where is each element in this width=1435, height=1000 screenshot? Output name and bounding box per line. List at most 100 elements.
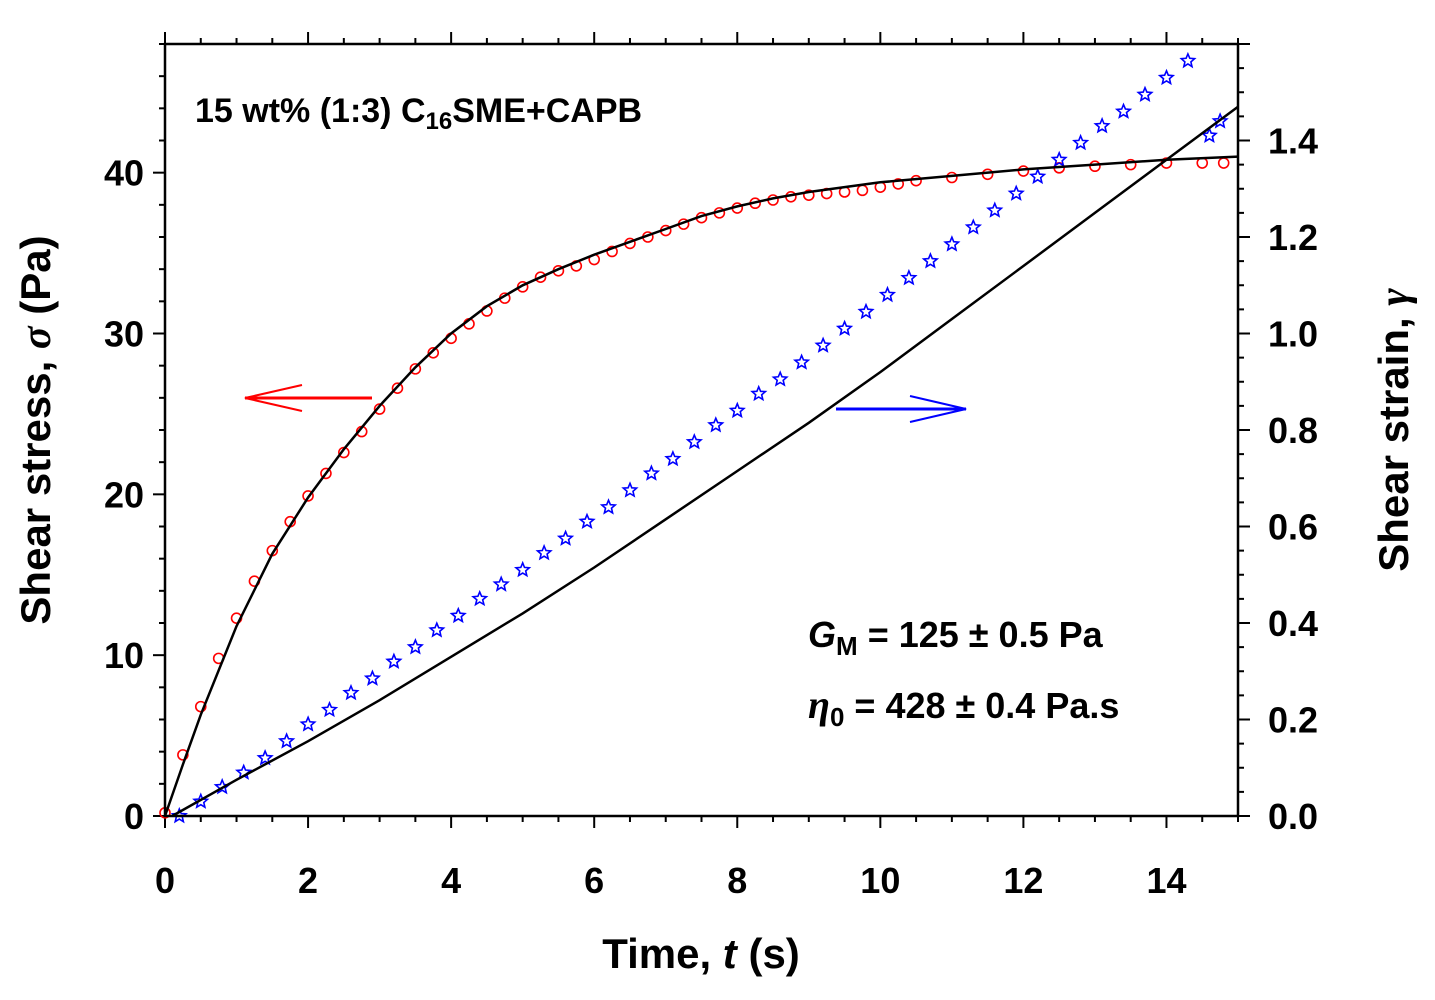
shear-strain-point	[1200, 126, 1218, 143]
shear-strain-point	[943, 235, 961, 252]
x-tick-label: 2	[298, 860, 318, 901]
shear-strain-point	[599, 498, 618, 515]
shear-stress-point	[946, 171, 958, 184]
shear-strain-point	[1007, 184, 1025, 201]
y-left-tick-label: 40	[104, 153, 144, 194]
shear-strain-point	[320, 700, 339, 718]
shear-strain-point	[1114, 102, 1133, 119]
shear-stress-point	[1017, 165, 1030, 177]
shear-strain-point	[792, 353, 811, 370]
y-right-tick-label: 1.2	[1268, 217, 1318, 258]
shear-strain-point	[1211, 112, 1229, 129]
shear-strain-point	[728, 401, 746, 419]
shear-stress-point	[856, 184, 869, 197]
y-right-axis-label: Shear strain, γ	[1370, 288, 1418, 572]
shear-strain-point	[707, 416, 725, 433]
shear-strain-point	[535, 543, 553, 561]
shear-strain-point	[1179, 51, 1197, 69]
shear-strain-point	[471, 589, 489, 607]
shear-stress-fit-line	[163, 155, 1239, 817]
chart-title: 15 wt% (1:3) C16SME+CAPB	[195, 92, 642, 135]
x-tick-label: 6	[584, 860, 604, 901]
y-right-tick-label: 0.4	[1268, 603, 1318, 644]
x-tick-label: 8	[727, 860, 747, 901]
shear-strain-point	[299, 715, 317, 732]
shear-strain-point	[621, 481, 639, 498]
x-tick-label: 4	[441, 860, 461, 901]
shear-stress-point	[892, 178, 905, 190]
x-axis-label: Time, t (s)	[602, 930, 800, 977]
y-left-axis-label: Shear stress, σ (Pa)	[12, 235, 60, 624]
shear-strain-point	[1136, 85, 1154, 102]
shear-stress-point	[910, 174, 922, 187]
y-left-tick-label: 10	[104, 635, 144, 676]
x-tick-label: 0	[155, 860, 175, 901]
shear-strain-point	[192, 792, 210, 809]
y-left-tick-label: 30	[104, 314, 144, 355]
shear-strain-point	[1157, 68, 1176, 86]
shear-strain-point	[750, 384, 768, 402]
shear-strain-point	[1072, 133, 1090, 151]
shear-strain-point	[256, 748, 274, 766]
shear-strain-point	[492, 575, 510, 592]
shear-stress-point	[177, 749, 189, 761]
shear-strain-point	[277, 732, 296, 749]
x-tick-label: 12	[1003, 860, 1043, 901]
shear-strain-point	[642, 464, 661, 481]
y-right-tick-label: 0.0	[1268, 796, 1318, 837]
shear-strain-point	[363, 669, 382, 686]
y-right-tick-label: 0.2	[1268, 700, 1318, 741]
series-layer	[159, 51, 1239, 824]
shear-strain-point	[385, 652, 403, 669]
y-right-tick-label: 0.6	[1268, 507, 1318, 548]
shear-strain-point	[1029, 167, 1047, 185]
shear-stress-point	[1217, 157, 1230, 169]
shear-strain-point	[814, 336, 832, 353]
shear-stress-point	[391, 382, 404, 394]
shear-strain-point	[664, 449, 682, 467]
shear-strain-point	[900, 268, 918, 286]
y-right-tick-label: 1.0	[1268, 314, 1318, 355]
shear-strain-point	[406, 637, 424, 655]
shear-strain-point	[513, 560, 532, 578]
shear-stress-point	[320, 467, 332, 480]
shear-strain-point	[449, 606, 467, 624]
shear-stress-point	[534, 271, 547, 284]
shear-strain-point	[878, 285, 897, 303]
shear-strain-point	[964, 218, 983, 235]
shear-strain-point	[921, 251, 940, 269]
shear-stress-point	[606, 245, 618, 258]
shear-strain-fit-line	[171, 105, 1239, 818]
axes: 0 2 4 6 8 10 12 14 0 10 20 30 40 0.0 0.2 0.4 0.6 0.8 1.0 1.…	[104, 32, 1318, 901]
shear-strain-point	[857, 302, 875, 320]
shear-stress-point	[427, 346, 440, 359]
x-tick-label: 10	[860, 860, 900, 901]
annotation-eta: η0 = 428 ± 0.4 Pa.s	[808, 682, 1119, 732]
y-left-tick-label: 20	[104, 474, 144, 515]
annotation-gm: GM = 125 ± 0.5 Pa	[808, 614, 1104, 661]
shear-stress-point	[1124, 158, 1137, 171]
shear-strain-point	[556, 529, 575, 546]
shear-stress-point	[1089, 160, 1101, 173]
shear-stress-point	[981, 168, 994, 181]
shear-stress-point	[409, 363, 422, 375]
shear-strain-point	[771, 370, 789, 387]
plot-frame	[163, 42, 1240, 818]
shear-strain-point	[986, 201, 1004, 218]
x-tick-label: 14	[1146, 860, 1186, 901]
shear-strain-point	[1093, 116, 1111, 134]
y-right-tick-label: 0.8	[1268, 410, 1318, 451]
shear-strain-point	[835, 319, 854, 336]
shear-strain-point	[342, 683, 360, 701]
arrow-left-stress	[244, 384, 372, 412]
shear-strain-point	[685, 433, 704, 450]
shear-strain-point	[1050, 150, 1068, 168]
y-left-tick-label: 0	[124, 796, 144, 837]
arrow-right-strain	[836, 395, 967, 423]
shear-stress-point	[802, 189, 815, 201]
shear-stress-point	[302, 490, 314, 502]
shear-strain-point	[428, 621, 446, 638]
shear-strain-point	[578, 512, 596, 530]
y-right-tick-label: 1.4	[1268, 121, 1318, 162]
